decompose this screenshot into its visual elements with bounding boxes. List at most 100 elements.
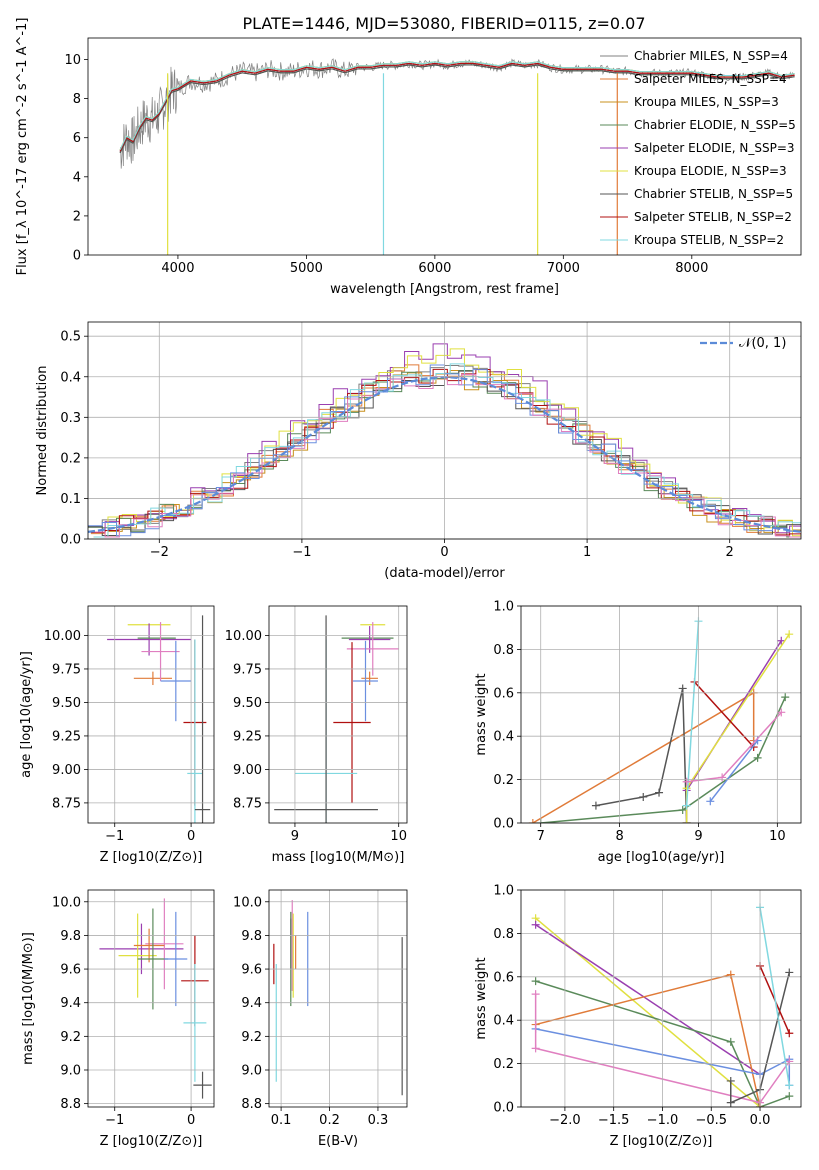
axes-frame [520, 889, 802, 1108]
legend-label: Kroupa MILES, N_SSP=3 [634, 95, 779, 109]
series-marker [777, 708, 786, 717]
x-axis-label: Z [log10(Z/Z⊙)] [100, 1134, 203, 1149]
panel-0: Chabrier MILES, N_SSP=4 Salpeter MILES, N… [15, 18, 802, 297]
series-marker [753, 753, 762, 762]
x-tick-label: −1 [292, 545, 311, 560]
plot-area-2 [107, 615, 211, 823]
plot-area-4 [528, 617, 794, 823]
series-marker [639, 792, 648, 801]
series-marker [528, 819, 537, 823]
series-marker [531, 920, 540, 929]
x-tick-label: 9 [291, 829, 299, 844]
series-line [119, 61, 795, 151]
y-tick-label: 1.0 [493, 884, 514, 899]
series-line [759, 907, 791, 1086]
panel-1: 𝒩(0, 1) −2 −1 0 1 2 0.0 0.1 0.2 0.3 0.4 0.5 (data-mo… [35, 321, 802, 581]
y-tick-label: 0.4 [60, 370, 81, 385]
panel-4: 7 8 9 10 0.0 0.2 0.4 0.6 0.8 1.0 age [log10(age/yr… [474, 600, 802, 865]
x-axis-label: Z [log10(Z/Z⊙)] [610, 1134, 713, 1149]
panel-7: −2.0 −1.5 −1.0 −0.5 0.0 0.0 0.2 0.4 0.6 0.8 1.0 Z [… [474, 884, 802, 1149]
series-marker [682, 819, 691, 823]
legend-label: Salpeter MILES, N_SSP=4 [634, 72, 787, 86]
legend-label: Chabrier MILES, N_SSP=4 [634, 49, 788, 63]
y-tick-label: 8.8 [241, 1097, 262, 1112]
series-marker [682, 777, 691, 786]
plot-area-1 [88, 343, 801, 538]
y-tick-label: 0.4 [493, 730, 514, 745]
y-tick-label: 6 [73, 131, 81, 146]
plot-area-0 [119, 58, 795, 255]
series-marker [726, 1098, 735, 1107]
histogram-steps [90, 373, 801, 538]
series-marker [531, 977, 540, 986]
y-tick-label: 9.00 [52, 763, 81, 778]
legend-label: 𝒩(0, 1) [739, 336, 786, 351]
series-line [685, 621, 700, 806]
y-tick-label: 9.8 [60, 929, 81, 944]
x-tick-label: 8000 [675, 261, 708, 276]
y-tick-label: 0.0 [60, 533, 81, 548]
x-tick-label: −1.5 [598, 1113, 630, 1128]
figure-title: PLATE=1446, MJD=53080, FIBERID=0115, z=0… [242, 14, 645, 33]
x-tick-label: 2 [726, 545, 734, 560]
x-tick-label: 0 [440, 545, 448, 560]
series-marker [785, 1092, 794, 1101]
series-marker [785, 1057, 794, 1066]
legend-label: Kroupa STELIB, N_SSP=2 [634, 233, 784, 247]
x-tick-label: −1.0 [647, 1113, 679, 1128]
x-tick-label: 1 [583, 545, 591, 560]
y-tick-label: 0.6 [493, 970, 514, 985]
x-tick-label: 10 [769, 829, 786, 844]
series-line [534, 994, 790, 1104]
histogram-steps [93, 363, 801, 538]
x-axis-label: (data-model)/error [384, 566, 505, 581]
series-marker [781, 693, 790, 702]
panel-2: −1 0 8.75 9.00 9.25 9.50 9.75 10.00 Z [log10(Z/Z… [19, 605, 215, 865]
y-tick-label: 0.2 [493, 1057, 514, 1072]
legend-label: Salpeter ELODIE, N_SSP=3 [634, 141, 795, 155]
y-tick-label: 9.6 [60, 963, 81, 978]
y-tick-label: 0.4 [493, 1014, 514, 1029]
y-tick-label: 0.2 [493, 773, 514, 788]
y-tick-label: 9.50 [52, 696, 81, 711]
y-tick-label: 0.0 [493, 817, 514, 832]
y-axis-label: Flux [f_λ 10^-17 erg cm^-2 s^-1 A^-1] [15, 18, 30, 276]
series-line [535, 980, 790, 1107]
x-tick-label: 5000 [290, 261, 323, 276]
histogram-steps [93, 369, 801, 538]
y-tick-label: 9.25 [52, 729, 81, 744]
y-tick-label: 0.2 [60, 451, 81, 466]
series-line [730, 972, 791, 1104]
series-marker [682, 801, 691, 810]
y-tick-label: 0 [73, 249, 81, 264]
x-axis-label: age [log10(age/yr)] [598, 850, 725, 865]
x-axis-label: mass [log10(M/M⊙)] [272, 850, 405, 865]
x-tick-label: 0.1 [271, 1113, 292, 1128]
y-tick-label: 0.0 [493, 1101, 514, 1116]
y-tick-label: 9.2 [241, 1030, 262, 1045]
y-tick-label: 9.6 [241, 963, 262, 978]
y-tick-label: 0.8 [493, 927, 514, 942]
y-tick-label: 0.1 [60, 492, 81, 507]
y-axis-label: mass weight [474, 957, 489, 1039]
y-axis-label: age [log10(age/yr)] [19, 651, 34, 778]
y-tick-label: 10.0 [52, 895, 81, 910]
y-tick-label: 9.75 [233, 662, 262, 677]
legend-label: Chabrier ELODIE, N_SSP=5 [634, 118, 796, 132]
series-marker [591, 801, 600, 810]
y-tick-label: 9.0 [241, 1063, 262, 1078]
legend-label: Salpeter STELIB, N_SSP=2 [634, 210, 792, 224]
x-tick-label: 4000 [161, 261, 194, 276]
series-marker [678, 805, 687, 814]
y-tick-label: 2 [73, 209, 81, 224]
x-tick-label: −2 [150, 545, 169, 560]
y-tick-label: 9.0 [60, 1063, 81, 1078]
y-tick-label: 10 [64, 53, 81, 68]
y-tick-label: 10.00 [44, 629, 81, 644]
x-tick-label: −1 [105, 829, 124, 844]
series-line [535, 1028, 791, 1086]
series-line [693, 681, 755, 748]
y-tick-label: 1.0 [493, 600, 514, 615]
